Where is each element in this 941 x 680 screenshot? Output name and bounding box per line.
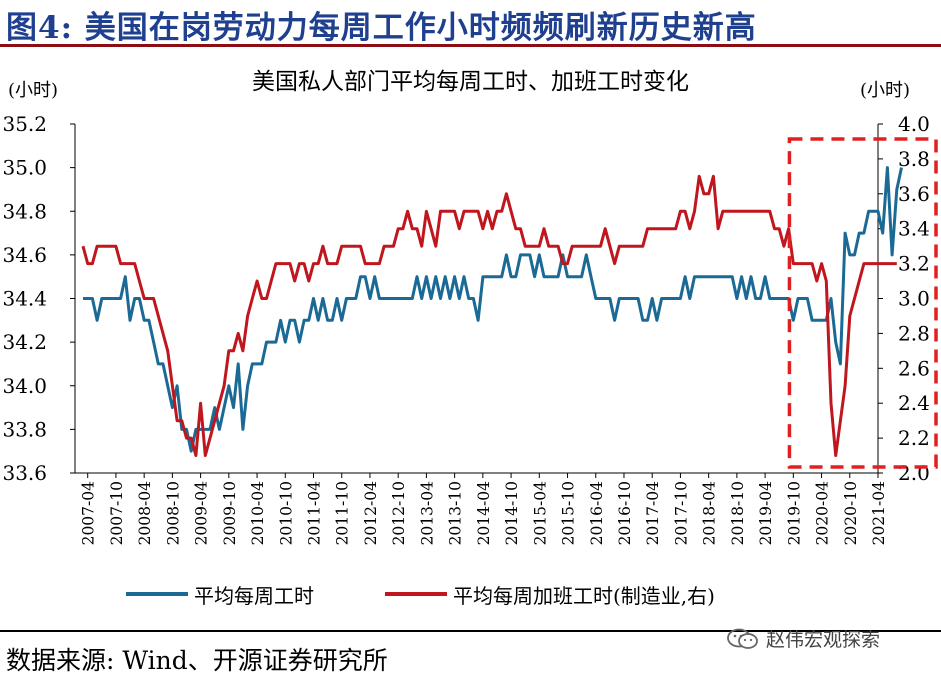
x-tick-label: 2013-04 bbox=[418, 481, 436, 546]
legend-overtime-label: 平均每周加班工时(制造业,右) bbox=[453, 583, 715, 608]
legend-overtime: 平均每周加班工时(制造业,右) bbox=[385, 580, 715, 608]
x-tick-label: 2012-10 bbox=[390, 481, 408, 545]
highlight-box bbox=[787, 137, 938, 469]
left-tick-label: 34.8 bbox=[2, 199, 47, 223]
wechat-icon bbox=[727, 628, 758, 649]
right-tick-label: 3.8 bbox=[898, 147, 930, 171]
x-tick-label: 2010-04 bbox=[249, 481, 267, 546]
right-tick-label: 4.0 bbox=[898, 112, 930, 136]
x-tick-label: 2015-10 bbox=[560, 481, 578, 545]
x-tick-label: 2019-04 bbox=[757, 481, 775, 546]
right-tick-label: 2.8 bbox=[898, 321, 930, 345]
right-axis-unit: (小时) bbox=[860, 80, 911, 101]
x-tick-label: 2014-10 bbox=[503, 481, 521, 545]
x-tick-label: 2018-10 bbox=[729, 481, 747, 545]
data-source: 数据来源: Wind、开源证券研究所 bbox=[6, 646, 388, 675]
x-tick-label: 2010-10 bbox=[277, 481, 295, 545]
x-tick-label: 2018-04 bbox=[701, 481, 719, 546]
x-tick-label: 2008-04 bbox=[136, 481, 154, 546]
x-tick-label: 2007-04 bbox=[80, 481, 98, 546]
x-tick-label: 2016-04 bbox=[588, 481, 606, 546]
right-tick-label: 3.6 bbox=[898, 182, 930, 206]
legend-hours-label: 平均每周工时 bbox=[194, 583, 314, 608]
legend-hours-swatch bbox=[126, 592, 188, 596]
brand-watermark: 赵伟宏观探索 bbox=[726, 625, 880, 652]
legend-overtime-swatch bbox=[385, 592, 447, 596]
x-tick-label: 2017-04 bbox=[644, 481, 662, 546]
footer-rule bbox=[0, 630, 941, 632]
right-tick-label: 2.4 bbox=[898, 391, 930, 415]
x-tick-label: 2021-04 bbox=[870, 481, 888, 546]
x-tick-label: 2020-10 bbox=[842, 481, 860, 545]
right-tick-label: 3.4 bbox=[898, 217, 930, 241]
left-tick-label: 34.0 bbox=[2, 374, 47, 398]
chart-title: 美国私人部门平均每周工时、加班工时变化 bbox=[252, 69, 689, 95]
x-tick-label: 2020-04 bbox=[814, 481, 832, 546]
x-tick-label: 2013-10 bbox=[447, 481, 465, 545]
x-tick-label: 2015-04 bbox=[531, 481, 549, 546]
left-tick-label: 33.6 bbox=[2, 461, 47, 485]
x-tick-label: 2017-10 bbox=[672, 481, 690, 545]
title-rule bbox=[0, 44, 941, 47]
figure-title: 图4: 美国在岗劳动力每周工作小时频频刷新历史新高 bbox=[6, 10, 757, 46]
x-tick-label: 2009-04 bbox=[193, 481, 211, 546]
right-tick-label: 3.0 bbox=[898, 287, 930, 311]
left-axis-unit: (小时) bbox=[8, 80, 59, 101]
x-tick-label: 2012-04 bbox=[362, 481, 380, 546]
x-tick-label: 2011-04 bbox=[306, 481, 324, 546]
x-tick-label: 2016-10 bbox=[616, 481, 634, 545]
x-tick-label: 2008-10 bbox=[164, 481, 182, 545]
left-tick-label: 35.2 bbox=[2, 112, 47, 136]
x-tick-label: 2009-10 bbox=[221, 481, 239, 545]
overtime-series-line bbox=[81, 174, 897, 457]
right-tick-label: 2.6 bbox=[898, 356, 930, 380]
left-tick-label: 33.8 bbox=[2, 417, 47, 441]
left-tick-label: 34.6 bbox=[2, 243, 47, 267]
right-tick-label: 2.0 bbox=[898, 461, 930, 485]
left-tick-label: 34.2 bbox=[2, 330, 47, 354]
legend-hours: 平均每周工时 bbox=[126, 580, 314, 608]
x-tick-label: 2014-04 bbox=[475, 481, 493, 546]
left-tick-label: 34.4 bbox=[2, 287, 47, 311]
x-tick-label: 2011-10 bbox=[334, 481, 352, 545]
x-tick-label: 2007-10 bbox=[108, 481, 126, 545]
hours-series-line bbox=[83, 166, 903, 453]
x-tick-label: 2019-10 bbox=[785, 481, 803, 545]
brand-name: 赵伟宏观探索 bbox=[766, 629, 881, 651]
left-tick-label: 35.0 bbox=[2, 156, 47, 180]
right-tick-label: 3.2 bbox=[898, 252, 930, 276]
right-tick-label: 2.2 bbox=[898, 426, 930, 450]
